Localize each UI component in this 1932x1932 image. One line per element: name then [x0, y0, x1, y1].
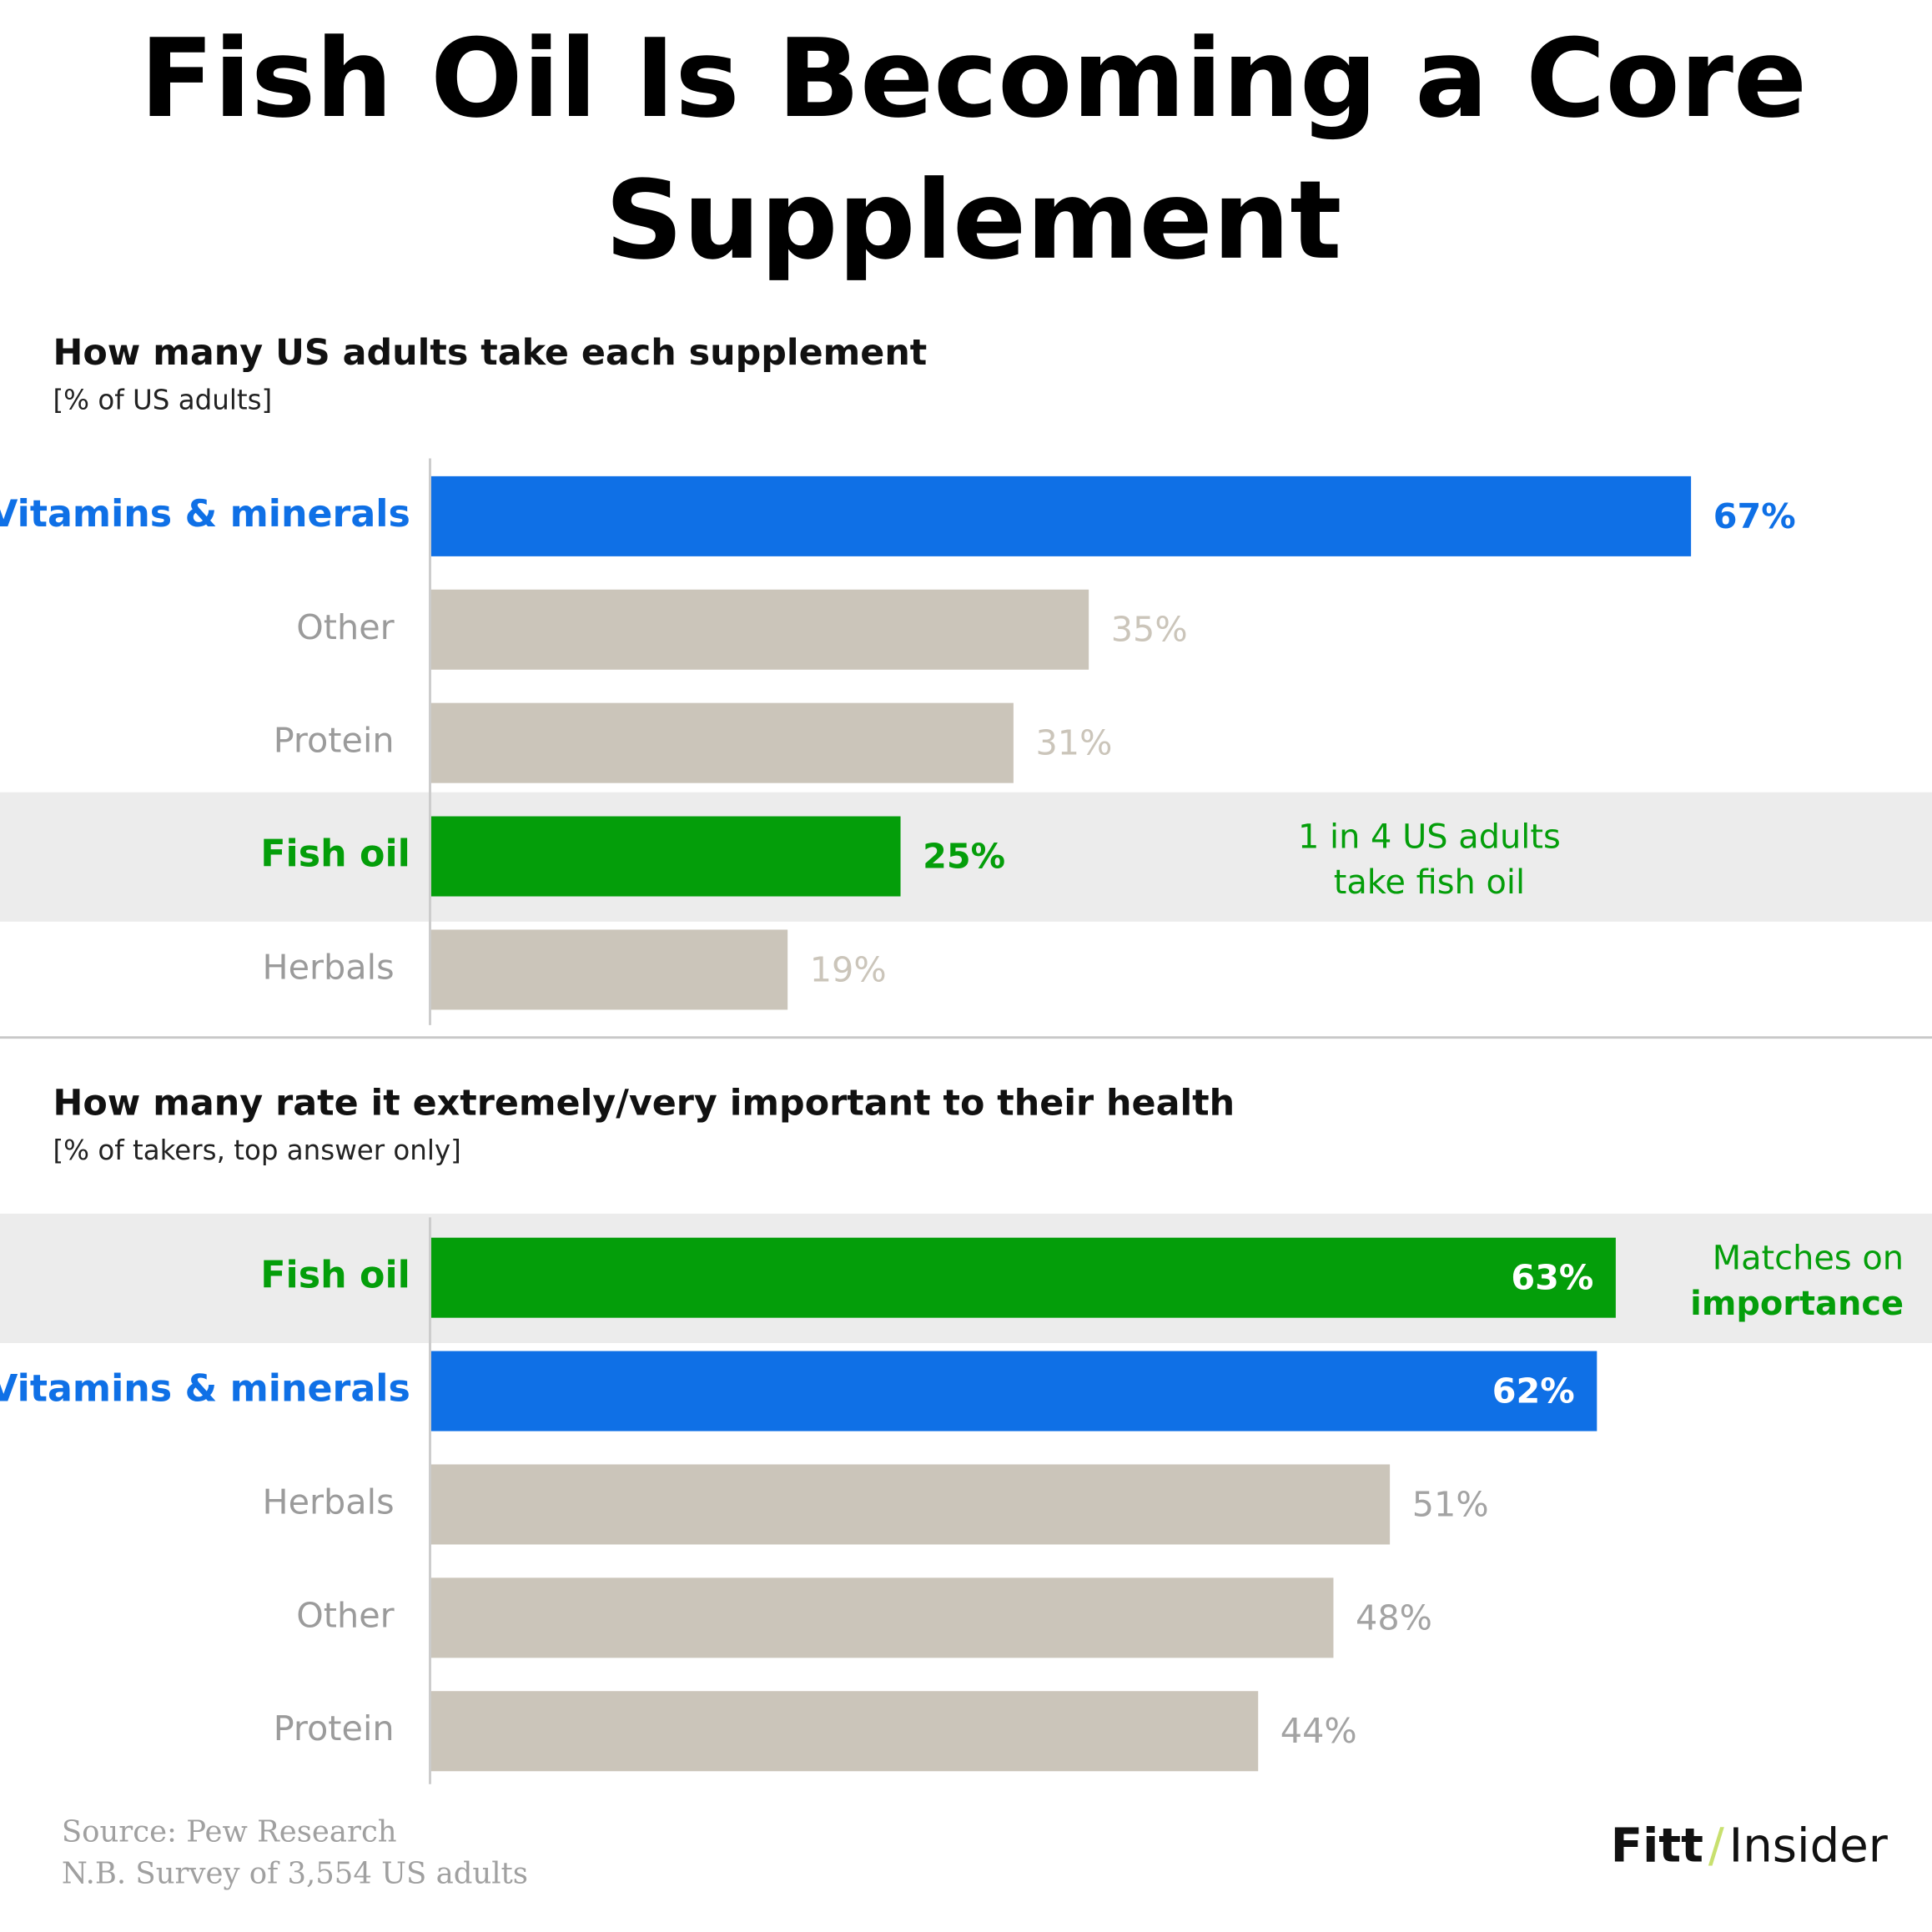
title: Supplement [605, 157, 1341, 284]
category-label: Vitamins & minerals [0, 493, 410, 536]
bar [430, 702, 1014, 783]
logo: Fitt / Insider [1611, 1819, 1889, 1873]
value-label: 51% [1412, 1484, 1489, 1524]
chart-title: How many rate it extremely/very importan… [53, 1082, 1235, 1124]
bar [430, 1577, 1334, 1658]
chart-subtitle: [% of takers, top answer only] [53, 1135, 461, 1166]
bar [430, 589, 1089, 670]
value-label: 31% [1035, 723, 1112, 763]
bar [430, 1351, 1597, 1431]
category-label: Protein [274, 721, 395, 761]
value-label: 19% [810, 949, 887, 989]
annotation: Matches on [1713, 1240, 1904, 1278]
value-label: 25% [923, 836, 1005, 876]
category-label: Fish oil [260, 833, 410, 876]
chart-subtitle: [% of US adults] [53, 385, 273, 416]
logo-separator: / [1708, 1819, 1724, 1873]
category-label: Herbals [263, 947, 395, 987]
category-label: Other [296, 607, 394, 647]
highlight-band [0, 792, 1932, 922]
value-label: 35% [1111, 610, 1188, 650]
chart-title: How many US adults take each supplement [53, 332, 928, 374]
value-label: 62% [1492, 1371, 1575, 1411]
category-label: Protein [274, 1708, 395, 1748]
bar [430, 816, 901, 897]
value-label: 48% [1356, 1597, 1432, 1638]
bar [430, 929, 788, 1010]
annotation: 1 in 4 US adults [1298, 818, 1561, 856]
annotation: take fish oil [1334, 863, 1525, 902]
category-label: Vitamins & minerals [0, 1368, 410, 1411]
bar [430, 475, 1692, 556]
bar [430, 1237, 1616, 1318]
title: Fish Oil Is Becoming a Core [140, 15, 1807, 142]
source: Source: Pew Research [62, 1814, 397, 1849]
value-label: 63% [1511, 1258, 1593, 1298]
logo-left: Fitt [1611, 1819, 1703, 1873]
category-label: Fish oil [260, 1255, 410, 1297]
annotation: importance [1690, 1285, 1904, 1323]
bar [430, 1691, 1259, 1772]
value-label: 67% [1713, 496, 1796, 536]
note: N.B. Survey of 3,554 US adults [62, 1857, 528, 1891]
value-label: 44% [1280, 1711, 1357, 1751]
category-label: Other [296, 1595, 394, 1635]
bar [430, 1464, 1391, 1545]
logo-right: Insider [1729, 1819, 1889, 1873]
category-label: Herbals [263, 1482, 395, 1522]
